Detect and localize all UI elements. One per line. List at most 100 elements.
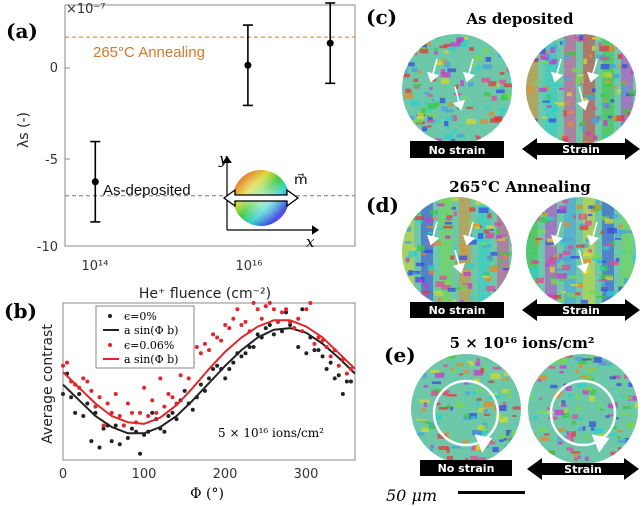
scatter-point (207, 348, 211, 353)
panel-e-no-strain: No strain (438, 462, 495, 475)
panel-e-labels: No strain Strain (420, 458, 639, 480)
panel-label-c: (c) (366, 5, 397, 29)
scatter-point (251, 301, 256, 305)
scatter-point (125, 436, 130, 441)
panel-e-title: 5 × 10¹⁶ ions/cm² (450, 334, 595, 352)
scatter-point (284, 307, 289, 312)
scatter-point (85, 379, 90, 384)
scatter-point (312, 348, 317, 353)
scatter-point (336, 373, 341, 378)
scatter-point (109, 439, 114, 444)
panel-label-b: (b) (4, 299, 37, 323)
scatter-point (170, 395, 175, 400)
scatter-point (190, 407, 195, 412)
panel-c-strain-arrow (522, 138, 640, 160)
scatter-point (348, 366, 353, 371)
panel-a-y-ticks: 0 -5 -10 (37, 61, 58, 255)
scatter-point (142, 385, 147, 390)
scatter-point (259, 316, 264, 321)
double-arrow-icon (222, 188, 300, 208)
panel-b-xtick-100: 100 (132, 467, 157, 482)
scatter-point (194, 344, 199, 349)
panel-d-title: 265°C Annealing (449, 178, 591, 196)
panel-d-strain: Strain (562, 304, 600, 317)
magnetization-arrow-icon (550, 221, 564, 246)
magnetization-arrow-icon (586, 221, 600, 246)
scatter-point (113, 423, 118, 428)
moke-domain-image (528, 354, 638, 464)
panel-b-legend: ϵ=0% a sin(Φ b) ϵ=0.06% a sin(Φ b) (95, 305, 195, 369)
scatter-point (61, 363, 65, 368)
scatter-point (113, 392, 118, 397)
scatter-point (271, 307, 276, 312)
magnetization-arrow-icon (426, 58, 440, 83)
scatter-point (170, 410, 175, 415)
scatter-point (328, 360, 333, 365)
moke-domain-image (402, 34, 512, 144)
wheel-m-label: m⃗ (294, 172, 308, 188)
scatter-point (215, 335, 220, 340)
scatter-point (129, 410, 134, 415)
scatter-point (243, 319, 248, 324)
scatter-point (101, 426, 106, 431)
panel-b-xtick-300: 300 (294, 467, 319, 482)
scatter-point (251, 344, 256, 349)
scatter-point (280, 310, 284, 315)
scatter-point (340, 392, 345, 397)
moke-images (402, 34, 638, 464)
scatter-point (198, 382, 203, 387)
scatter-point (223, 376, 228, 381)
magnetization-arrow-icon (462, 221, 476, 246)
panel-d-strain-arrow (522, 299, 640, 321)
scatter-point (129, 426, 134, 431)
scatter-point (267, 322, 272, 327)
scatter-point (146, 414, 151, 419)
scatter-point (97, 445, 102, 450)
scatter-point (300, 329, 305, 334)
scatter-point (174, 417, 179, 422)
panel-label-a: (a) (6, 19, 38, 43)
scatter-point (267, 301, 272, 305)
scatter-point (308, 301, 313, 305)
scatter-point (219, 338, 224, 343)
scatter-point (344, 371, 349, 376)
panel-b-xlabel: Φ (°) (190, 486, 224, 502)
scatter-point (328, 354, 333, 359)
moke-domain-image (402, 197, 512, 307)
scatter-point (235, 307, 240, 312)
scatter-point (284, 310, 289, 315)
scatter-point (81, 376, 86, 381)
panel-c-strain: Strain (562, 143, 600, 156)
scatter-point (89, 439, 94, 444)
scatter-point (239, 354, 244, 359)
scatter-point (227, 326, 232, 331)
magnetization-arrow-icon (426, 221, 440, 246)
panel-d-labels: No strain Strain (410, 299, 640, 321)
panel-b-xtick-200: 200 (213, 467, 238, 482)
scatter-point (73, 410, 78, 415)
scatter-point (105, 401, 110, 406)
scatter-point (101, 423, 106, 428)
panel-c-labels: No strain Strain (410, 138, 640, 160)
moke-domain-image (526, 197, 636, 307)
scatter-point (154, 410, 159, 415)
legend-fit-eps006: a sin(Φ b) (124, 353, 178, 366)
panel-a-xtick-1e14: 10¹⁴ (82, 259, 109, 274)
scatter-point (138, 410, 143, 415)
scatter-point (324, 344, 329, 349)
deposited-label: As-deposited (103, 182, 191, 199)
scatter-point (182, 388, 187, 393)
scatter-point (316, 348, 321, 353)
fit-line (62, 327, 356, 435)
scatter-point (198, 351, 203, 356)
legend-marker-eps006 (108, 343, 112, 347)
scatter-point (255, 332, 260, 337)
panel-a-ylabel: λs (-) (16, 112, 32, 148)
scatter-point (296, 316, 301, 321)
panel-b-annotation: 5 × 10¹⁶ ions/cm² (218, 426, 324, 440)
scatter-point (320, 354, 325, 359)
scatter-point (215, 363, 220, 368)
scale-bar (458, 491, 525, 494)
vortex-arrow-icon (474, 434, 493, 453)
